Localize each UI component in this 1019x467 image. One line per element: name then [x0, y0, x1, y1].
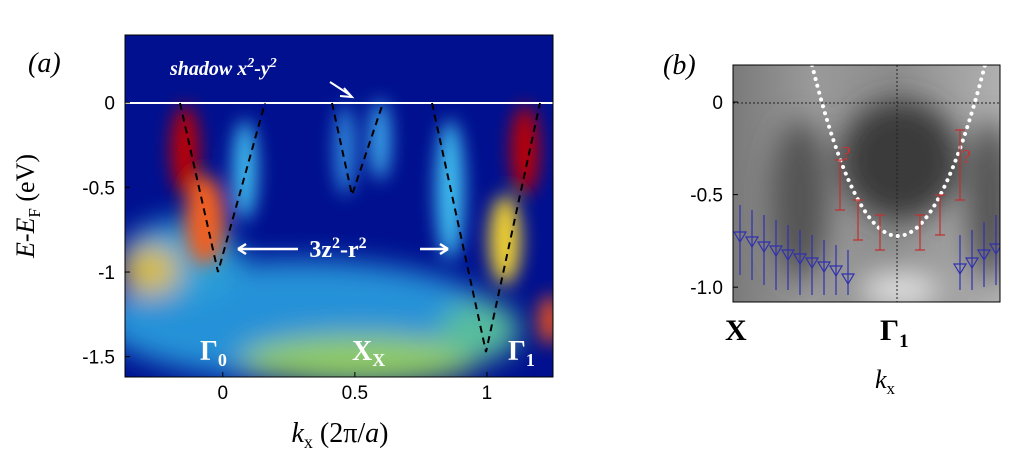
y-tick-label: -1.5: [82, 348, 115, 369]
x-axis-label: kx: [875, 365, 896, 398]
annotation: X: [725, 314, 747, 347]
intensity-map-a: [125, 35, 553, 377]
y-tick-label: 0: [712, 93, 723, 114]
x-tick-label: 0.5: [342, 383, 368, 404]
y-tick-label: -0.5: [82, 178, 115, 199]
annotation: Γ1: [880, 314, 909, 352]
panel-label: (a): [28, 48, 61, 79]
y-tick-label: -0.5: [690, 186, 723, 207]
annotation: shadow x2-y2: [169, 56, 277, 80]
y-axis-label: E-EF (eV): [11, 154, 44, 259]
panel-label: (b): [663, 50, 696, 81]
annotation: ?: [962, 146, 971, 168]
intensity-map-b: [733, 65, 1000, 302]
annotation: Γ1: [508, 336, 535, 370]
y-tick-label: 0: [104, 94, 115, 115]
annotation: ?: [842, 143, 851, 165]
y-tick-label: -1.0: [690, 278, 723, 299]
x-tick-label: 0: [217, 383, 228, 404]
annotation: 3z2-r2: [309, 235, 366, 263]
x-axis-label: kx (2π/a): [291, 418, 388, 452]
annotation: Γ0: [200, 336, 227, 370]
y-tick-label: -1: [98, 263, 115, 284]
annotation: XX: [352, 336, 385, 370]
x-tick-label: 1: [482, 383, 493, 404]
